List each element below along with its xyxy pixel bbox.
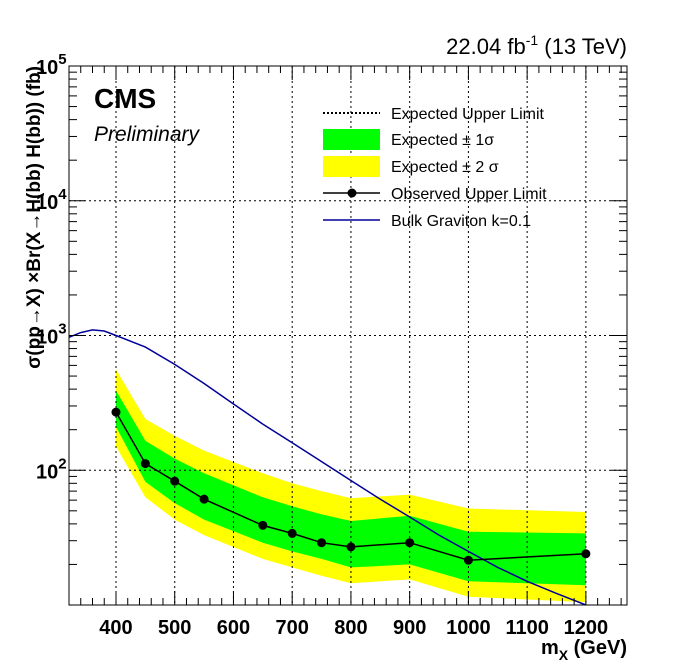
lumi-exponent: -1 xyxy=(526,32,539,48)
observed-point-550 xyxy=(199,494,209,504)
x-tick-label-800: 800 xyxy=(334,617,367,639)
x-tick-label-600: 600 xyxy=(217,617,250,639)
lumi-header: 22.04 fb-1 (13 TeV) xyxy=(446,32,627,59)
observed-point-450 xyxy=(140,459,150,469)
preliminary-label: Preliminary xyxy=(94,123,201,146)
x-tick-label-400: 400 xyxy=(99,617,132,639)
y-tick-exponent: 3 xyxy=(58,321,66,338)
observed-point-650 xyxy=(258,520,268,530)
legend-swatch-observed-marker xyxy=(347,188,357,198)
x-tick-label-1100: 1100 xyxy=(505,617,548,639)
observed-point-400 xyxy=(111,407,121,417)
y-axis-title: σ(pp→X) ×Br(X→H(bb) H(bb)) (fb) xyxy=(24,66,45,369)
y-tick-base: 10 xyxy=(36,461,58,483)
y-tick-exponent: 4 xyxy=(58,186,67,203)
observed-point-900 xyxy=(405,538,415,548)
observed-points xyxy=(111,407,591,565)
y-tick-base: 10 xyxy=(36,192,58,214)
observed-point-800 xyxy=(346,542,356,552)
x-tick-label-900: 900 xyxy=(393,617,426,639)
observed-point-500 xyxy=(170,476,180,486)
x-tick-label-700: 700 xyxy=(276,617,309,639)
y-tick-exponent: 2 xyxy=(58,455,66,472)
lumi-value: 22.04 fb xyxy=(446,34,526,59)
y-tick-label-3: 103 xyxy=(36,321,67,349)
observed-point-1000 xyxy=(463,555,473,565)
x-axis-title-main: m xyxy=(541,637,559,659)
legend-swatch-2sigma xyxy=(323,156,380,177)
x-tick-label-1200: 1200 xyxy=(564,617,609,639)
legend-label-observed: Observed Upper Limit xyxy=(391,186,547,203)
x-tick-label-1000: 1000 xyxy=(446,617,491,639)
legend-label-graviton: Bulk Graviton k=0.1 xyxy=(391,213,531,230)
y-tick-exponent: 5 xyxy=(58,51,66,68)
y-tick-label-5: 105 xyxy=(36,51,67,79)
x-axis-title-unit: (GeV) xyxy=(568,637,627,659)
x-axis-title-sub: X xyxy=(559,647,569,663)
observed-point-750 xyxy=(317,538,327,548)
y-tick-base: 10 xyxy=(36,57,58,79)
legend: Expected Upper Limit Expected ± 1σ Expec… xyxy=(323,106,547,230)
legend-label-expected: Expected Upper Limit xyxy=(391,106,545,123)
y-tick-base: 10 xyxy=(36,327,58,349)
x-tick-label-500: 500 xyxy=(158,617,191,639)
energy-label: (13 TeV) xyxy=(538,34,627,59)
x-axis-title: mX (GeV) xyxy=(541,637,627,663)
axis-ticks xyxy=(68,66,627,606)
legend-label-1sigma: Expected ± 1σ xyxy=(391,132,494,149)
legend-label-2sigma: Expected ± 2 σ xyxy=(391,159,499,176)
cms-label: CMS xyxy=(94,83,156,114)
y-tick-label-4: 104 xyxy=(36,186,67,214)
observed-point-700 xyxy=(287,528,297,538)
y-tick-label-2: 102 xyxy=(36,455,67,483)
x-tick-labels: 400 500 600 700 800 900 1000 1100 1200 xyxy=(99,617,608,639)
bulk-graviton-curve xyxy=(69,329,589,605)
observed-point-1200 xyxy=(581,549,591,559)
legend-swatch-1sigma xyxy=(323,129,380,150)
